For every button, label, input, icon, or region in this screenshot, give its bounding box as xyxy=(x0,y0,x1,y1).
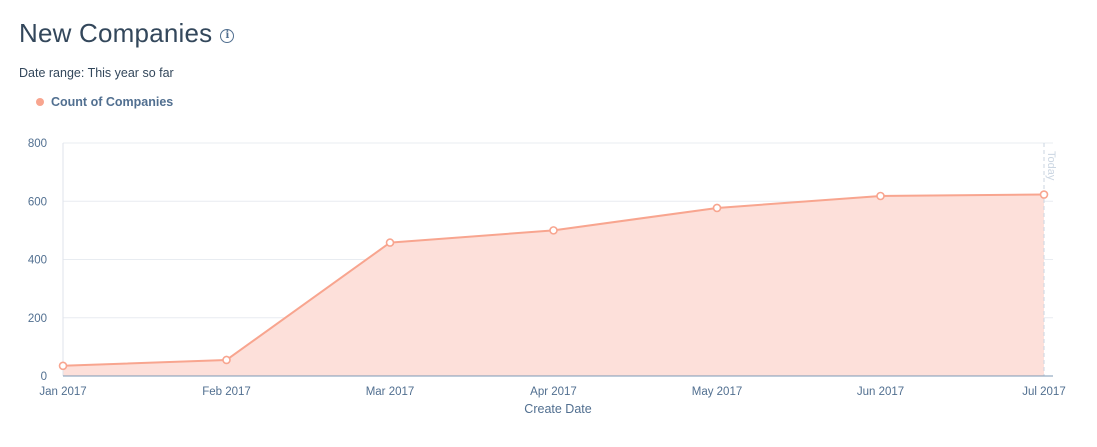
info-icon[interactable]: i xyxy=(220,28,235,43)
legend-label-count-of-companies: Count of Companies xyxy=(51,95,174,109)
data-points xyxy=(58,190,1049,371)
chart-legend[interactable]: Count of Companies xyxy=(36,95,173,109)
data-point xyxy=(876,191,885,201)
title-row: New Companies i xyxy=(19,18,235,49)
date-range-label: Date range: This year so far xyxy=(19,66,174,80)
data-point xyxy=(549,226,558,235)
page-title: New Companies xyxy=(19,18,213,48)
x-tick-label: Jan 2017 xyxy=(39,386,86,398)
y-tick-label: 800 xyxy=(28,138,47,150)
data-point xyxy=(385,238,395,247)
axes xyxy=(62,143,1053,377)
today-marker: Today xyxy=(1043,143,1057,376)
data-point xyxy=(1039,190,1049,199)
data-point xyxy=(712,203,722,213)
y-tick-labels: 0 200 400 600 800 xyxy=(28,138,47,383)
x-tick-label: Jul 2017 xyxy=(1022,386,1065,398)
x-tick-label: May 2017 xyxy=(692,386,743,398)
x-tick-label: Mar 2017 xyxy=(366,386,415,398)
x-tick-label: Feb 2017 xyxy=(202,386,251,398)
x-tick-labels: Jan 2017 Feb 2017 Mar 2017 Apr 2017 May 2017… xyxy=(39,386,1065,398)
x-tick-label: Apr 2017 xyxy=(530,386,577,398)
area-fill-layer xyxy=(63,194,1044,376)
x-axis-title: Create Date xyxy=(524,402,591,416)
today-label: Today xyxy=(1045,151,1057,181)
x-tick-label: Jun 2017 xyxy=(857,386,904,398)
data-point xyxy=(222,355,231,365)
data-point xyxy=(58,361,68,371)
y-tick-label: 0 xyxy=(41,371,47,383)
y-tick-label: 400 xyxy=(28,255,47,267)
y-tick-label: 600 xyxy=(28,196,47,208)
series-area-count-of-companies xyxy=(63,194,1044,376)
legend-dot-icon xyxy=(36,98,44,106)
y-tick-label: 200 xyxy=(28,313,47,325)
